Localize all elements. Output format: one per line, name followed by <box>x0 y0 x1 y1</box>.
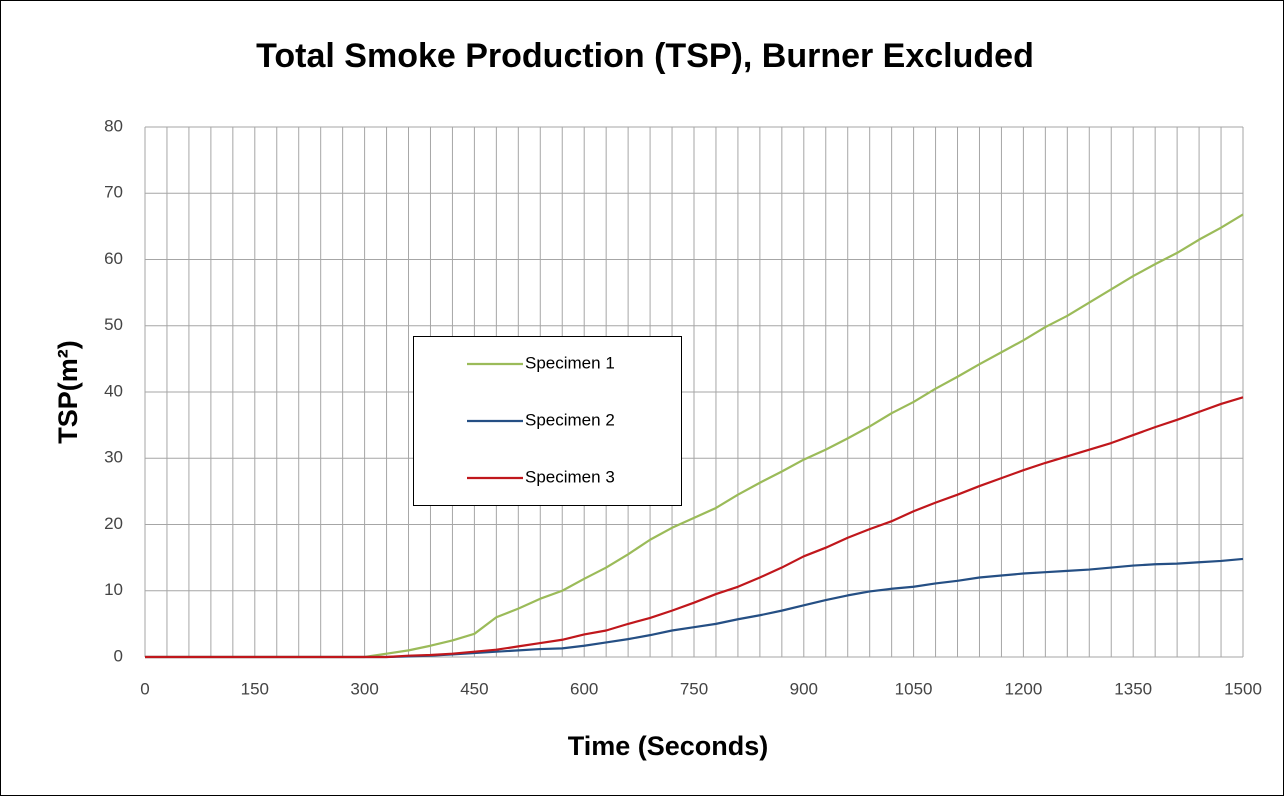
x-tick-label: 1200 <box>1004 679 1042 698</box>
x-tick-label: 1050 <box>895 679 933 698</box>
legend-label: Specimen 3 <box>525 467 615 486</box>
x-tick-label: 450 <box>460 679 488 698</box>
y-tick-label: 10 <box>104 580 123 599</box>
x-tick-label: 1350 <box>1114 679 1152 698</box>
y-tick-label: 60 <box>104 249 123 268</box>
x-tick-label: 750 <box>680 679 708 698</box>
y-tick-label: 70 <box>104 183 123 202</box>
y-tick-label: 20 <box>104 514 123 533</box>
x-tick-label: 0 <box>140 679 149 698</box>
series-line <box>145 396 1244 659</box>
y-tick-label: 80 <box>104 116 123 135</box>
x-axis-title: Time (Seconds) <box>568 731 769 761</box>
legend-label: Specimen 2 <box>525 410 615 429</box>
y-tick-label: 30 <box>104 448 123 467</box>
legend-label: Specimen 1 <box>525 353 615 372</box>
y-axis-title: TSP(m²) <box>53 340 83 444</box>
y-tick-label: 50 <box>104 315 123 334</box>
x-tick-label: 150 <box>241 679 269 698</box>
x-tick-label: 900 <box>790 679 818 698</box>
x-tick-label: 600 <box>570 679 598 698</box>
x-tick-label: 1500 <box>1224 679 1262 698</box>
x-tick-label: 300 <box>350 679 378 698</box>
y-tick-label: 40 <box>104 381 123 400</box>
legend-box <box>413 336 682 506</box>
chart-title: Total Smoke Production (TSP), Burner Exc… <box>256 37 1034 75</box>
y-tick-label: 0 <box>114 646 123 665</box>
